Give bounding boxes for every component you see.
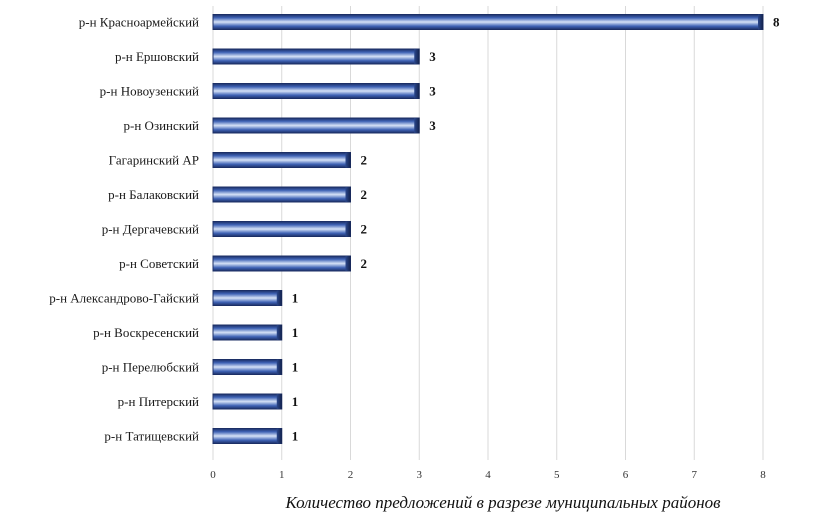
bar-10 <box>212 324 283 341</box>
bar-end-cap <box>276 394 282 409</box>
category-label: р-н Красноармейский <box>79 15 199 30</box>
category-label: р-н Воскресенский <box>93 325 199 340</box>
value-label: 3 <box>429 49 436 64</box>
value-label: 1 <box>292 325 299 340</box>
x-tick-3: 3 <box>417 469 423 481</box>
x-tick-5: 5 <box>554 469 560 481</box>
value-label: 2 <box>361 187 368 202</box>
bar-end-cap <box>414 118 420 133</box>
bar-4 <box>212 117 420 134</box>
value-label: 2 <box>361 222 368 237</box>
value-label: 1 <box>292 360 299 375</box>
bar-end-cap <box>345 221 351 237</box>
bar-end-cap <box>414 49 420 64</box>
x-tick-0: 0 <box>210 469 216 481</box>
bar-11 <box>212 359 283 375</box>
bar-body <box>212 359 283 375</box>
bars <box>212 14 764 444</box>
bar-end-cap <box>276 325 282 340</box>
value-label: 3 <box>429 84 436 99</box>
bar-end-cap <box>345 256 351 271</box>
category-label: р-н Александрово-Гайский <box>49 291 199 306</box>
value-label: 1 <box>292 429 299 444</box>
bar-end-cap <box>276 290 282 306</box>
x-axis-title: Количество предложений в разрезе муницип… <box>284 493 721 512</box>
bar-8 <box>212 255 351 272</box>
x-tick-1: 1 <box>279 469 285 481</box>
category-label: р-н Озинский <box>124 118 200 133</box>
value-label: 3 <box>429 118 436 133</box>
gridlines <box>212 6 764 460</box>
category-label: р-н Новоузенский <box>100 84 199 99</box>
value-labels: 8 3 3 3 2 2 2 2 1 1 1 1 1 <box>292 15 780 444</box>
category-label: р-н Ершовский <box>115 49 199 64</box>
value-label: 1 <box>292 394 299 409</box>
bar-1 <box>212 14 764 30</box>
bar-13 <box>212 428 283 444</box>
value-label: 2 <box>361 153 368 168</box>
bar-end-cap <box>345 187 351 202</box>
bar-body <box>212 48 420 65</box>
x-tick-6: 6 <box>623 469 629 481</box>
bar-body <box>212 221 351 237</box>
x-tick-4: 4 <box>485 469 491 481</box>
bar-12 <box>212 393 283 410</box>
bar-9 <box>212 290 283 306</box>
bar-3 <box>212 83 420 99</box>
bar-body <box>212 14 764 30</box>
bar-end-cap <box>758 14 763 30</box>
category-labels: р-н Красноармейский р-н Ершовский р-н Ново… <box>49 15 199 444</box>
category-label: р-н Советский <box>119 256 199 271</box>
bar-body <box>212 428 283 444</box>
category-label: р-н Балаковский <box>108 187 199 202</box>
bar-body <box>212 255 351 272</box>
bar-end-cap <box>276 359 282 375</box>
bar-end-cap <box>414 83 420 99</box>
category-label: р-н Дергачевский <box>102 222 199 237</box>
category-label: Гагаринский АР <box>109 153 199 168</box>
category-label: р-н Татищевский <box>104 429 199 444</box>
bar-body <box>212 290 283 306</box>
value-label: 1 <box>292 291 299 306</box>
bar-7 <box>212 221 351 237</box>
bar-end-cap <box>276 428 282 444</box>
bar-body <box>212 83 420 99</box>
x-tick-7: 7 <box>692 469 698 481</box>
x-tick-8: 8 <box>760 469 766 481</box>
value-label: 8 <box>773 15 780 30</box>
bar-body <box>212 152 351 168</box>
x-tick-2: 2 <box>348 469 354 481</box>
category-label: р-н Питерский <box>118 394 199 409</box>
value-label: 2 <box>361 256 368 271</box>
bar-6 <box>212 186 351 203</box>
bar-body <box>212 393 283 410</box>
category-label: р-н Перелюбский <box>102 360 199 375</box>
bar-body <box>212 117 420 134</box>
bar-body <box>212 186 351 203</box>
bar-body <box>212 324 283 341</box>
x-axis-ticks: 0 1 2 3 4 5 6 7 8 <box>210 469 766 481</box>
bar-end-cap <box>345 152 351 168</box>
bar-2 <box>212 48 420 65</box>
bar-5 <box>212 152 351 168</box>
